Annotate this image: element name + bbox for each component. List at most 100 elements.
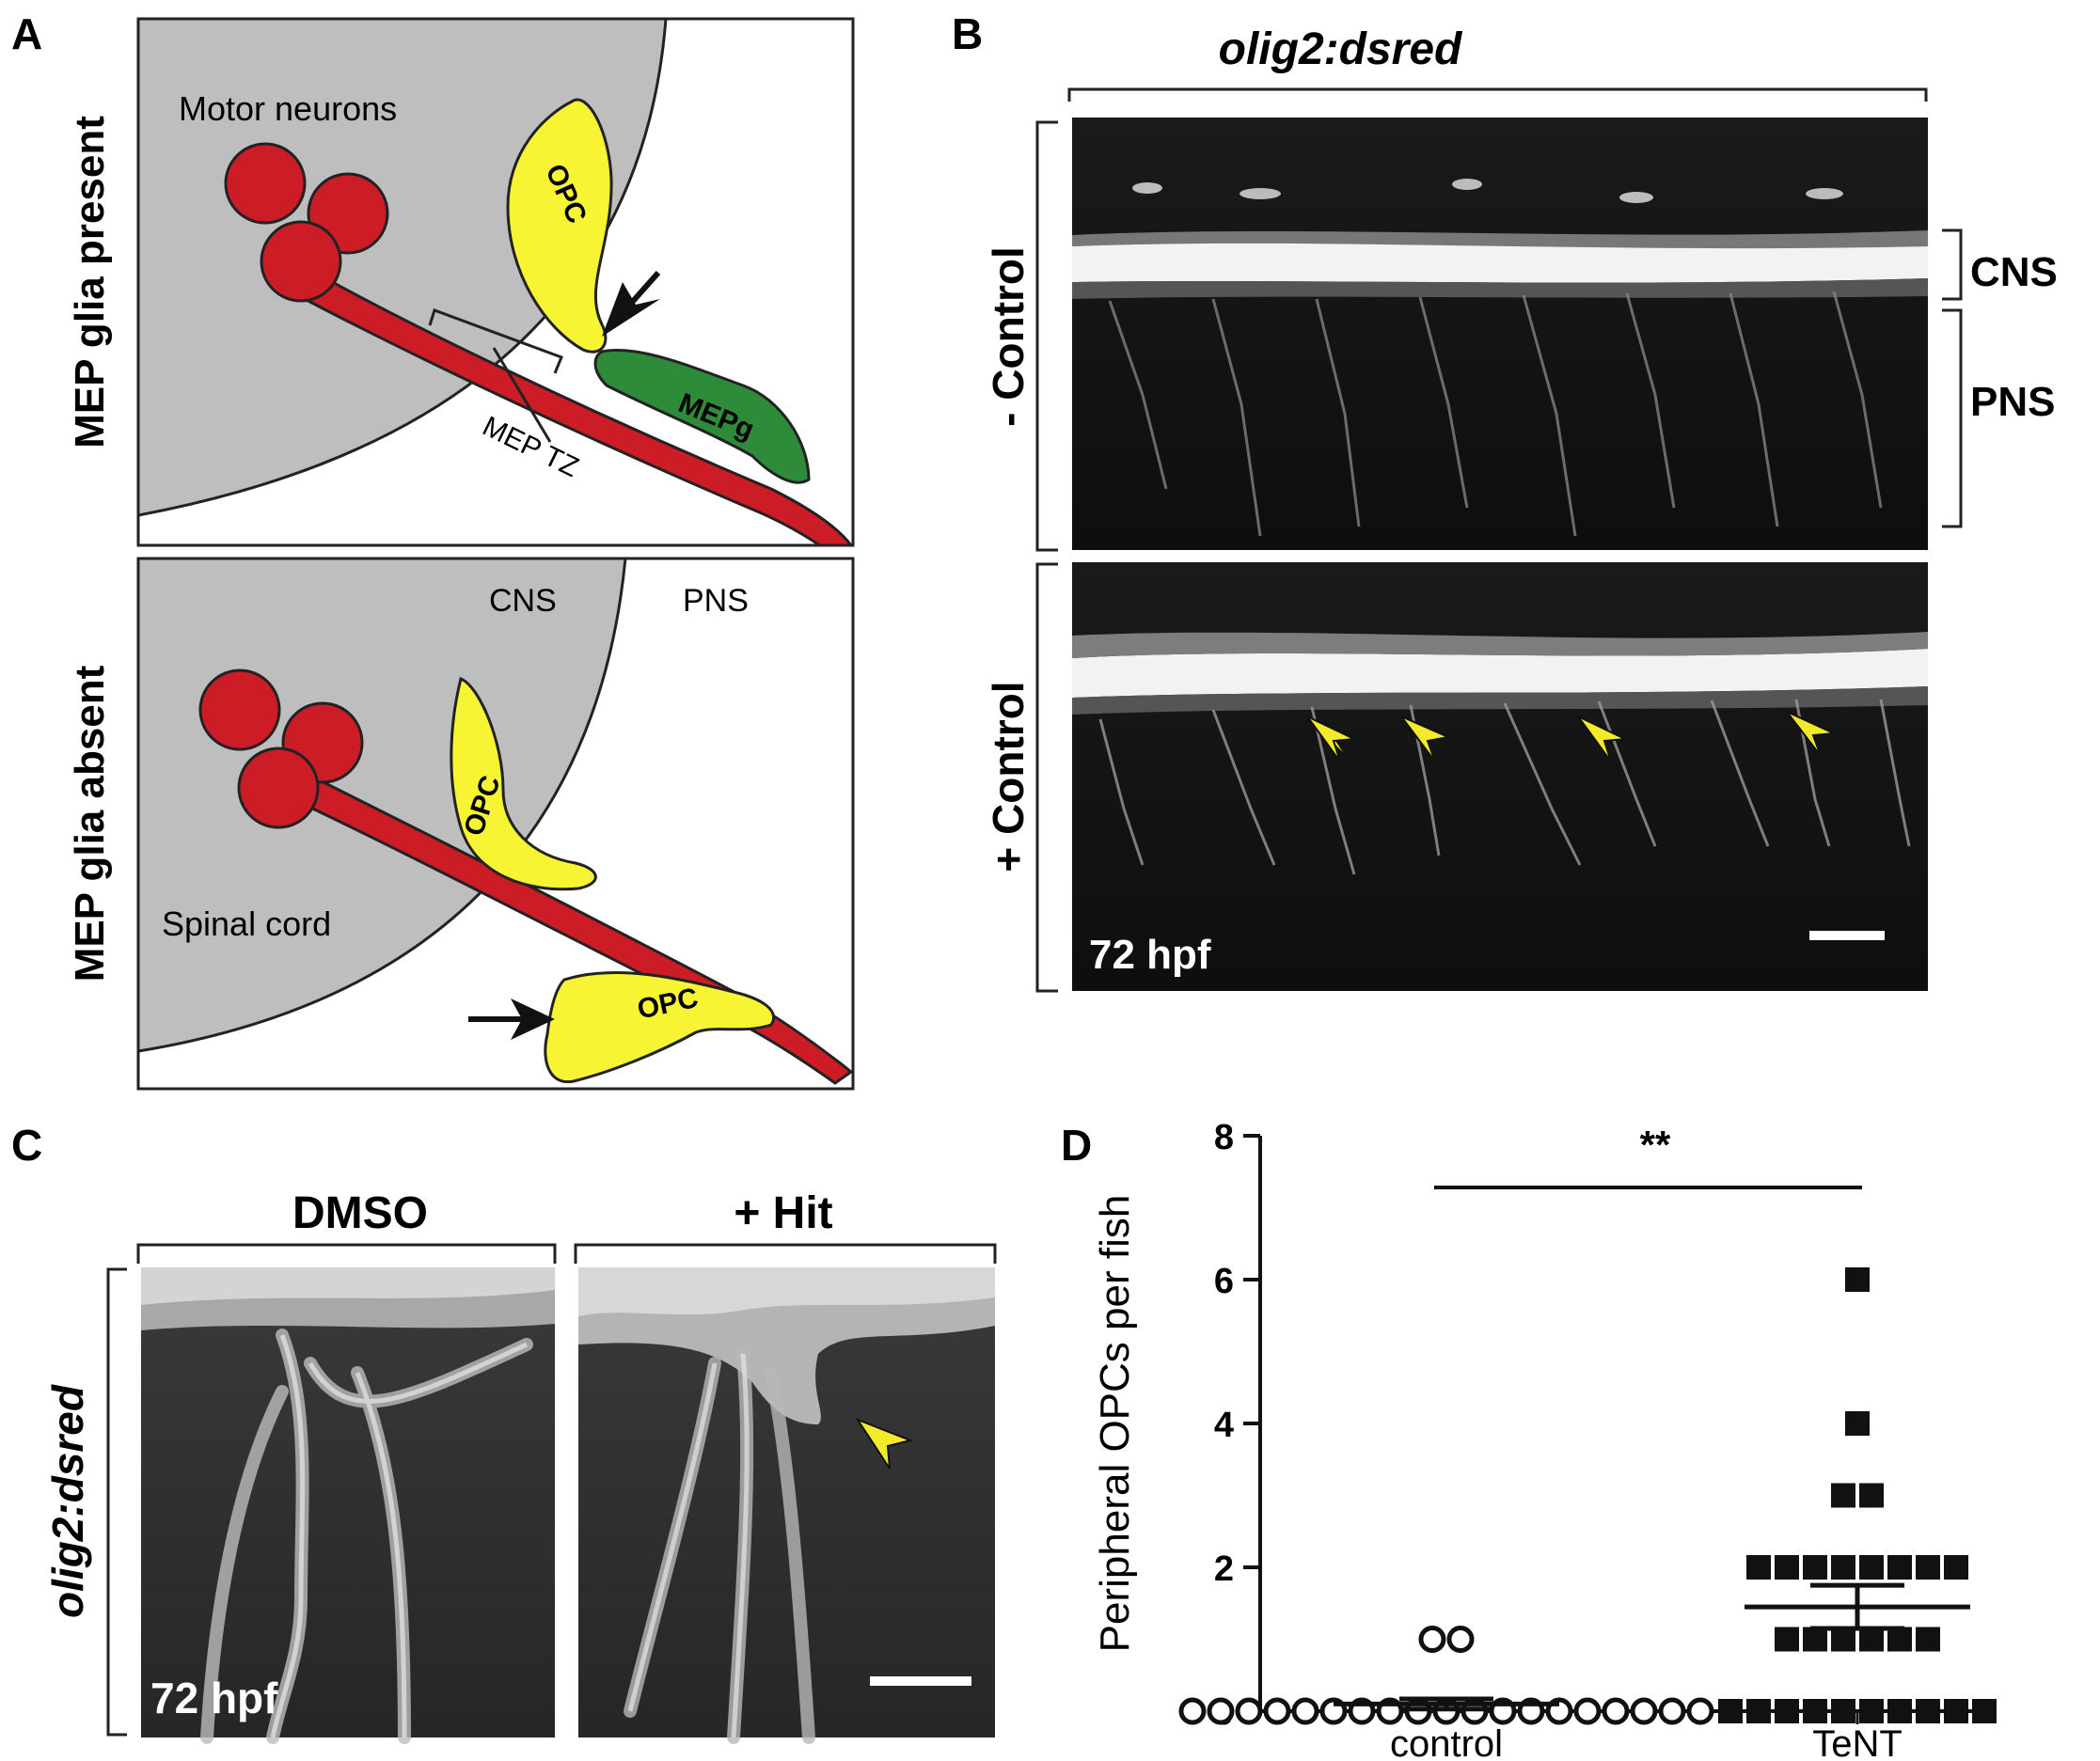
data-point (1686, 1697, 1714, 1725)
side-bracket-c (106, 1267, 127, 1737)
data-point (1207, 1697, 1235, 1725)
pos-control-bracket (1035, 562, 1058, 993)
dmso-label: DMSO (292, 1188, 428, 1238)
data-point (1746, 1555, 1771, 1580)
data-point (1859, 1483, 1884, 1508)
pns-region-label: PNS (1970, 379, 2055, 425)
data-point (1916, 1699, 1940, 1723)
data-point (1887, 1555, 1912, 1580)
data-point (1602, 1697, 1630, 1725)
data-point (1658, 1697, 1686, 1725)
x-category-label: control (1390, 1723, 1503, 1761)
pos-control-label: + Control (984, 681, 1033, 872)
neuron-soma (224, 142, 307, 225)
data-point (1178, 1697, 1207, 1725)
panel-b-title: olig2:dsred (1219, 24, 1463, 74)
x-category-label: TeNT (1812, 1723, 1903, 1761)
arrowhead-icon (1577, 715, 1629, 763)
data-point (1944, 1555, 1968, 1580)
y-tick-label: 4 (1214, 1406, 1234, 1445)
pns-label: PNS (683, 583, 749, 619)
panel-d-letter: D (1061, 1121, 1092, 1170)
opc-shape-middle (450, 676, 597, 891)
data-point (1831, 1555, 1855, 1580)
data-point (1630, 1697, 1658, 1725)
panel-b-letter: B (952, 9, 983, 58)
data-point (1263, 1697, 1291, 1725)
data-point (1845, 1411, 1870, 1436)
opc-shape-top (506, 98, 613, 354)
micrograph-dmso: 72 hpf (141, 1267, 555, 1744)
motor-axon (271, 251, 853, 545)
hit-label: + Hit (734, 1188, 832, 1238)
data-point (1944, 1699, 1968, 1723)
diagram-mep-absent: CNS PNS Spinal cord OPC OPC (136, 557, 855, 1091)
scale-bar (870, 1676, 971, 1686)
mep-tz-bracket (428, 308, 563, 443)
spinal-cord-label: Spinal cord (162, 904, 331, 943)
cns-label: CNS (489, 583, 557, 619)
data-point (1235, 1697, 1263, 1725)
data-point (1859, 1555, 1884, 1580)
data-point (1972, 1699, 1997, 1723)
side-label-c: olig2:dsred (43, 1384, 92, 1618)
significance-label: ** (1640, 1123, 1671, 1167)
micrograph-negative-control (1072, 118, 1928, 550)
arrow-icon (468, 998, 555, 1040)
panel-a-bottom-side-label: MEP glia absent (67, 665, 113, 982)
micrograph-hit (578, 1267, 995, 1744)
panel-c-letter: C (11, 1121, 42, 1170)
neuron-soma (198, 668, 281, 751)
data-point (1887, 1699, 1912, 1723)
data-point (1916, 1627, 1940, 1652)
timepoint-label-b: 72 hpf (1089, 932, 1211, 978)
data-point (1803, 1699, 1827, 1723)
panel-c: C DMSO + Hit olig2:dsred 72 hpf (11, 1121, 997, 1744)
data-point (1291, 1697, 1319, 1725)
neg-control-label: - Control (984, 246, 1033, 427)
data-point (1859, 1699, 1884, 1723)
neg-control-bracket (1035, 120, 1058, 552)
cns-bracket (1942, 228, 1963, 301)
data-point (1831, 1627, 1855, 1652)
arrowhead-icon (1786, 711, 1838, 757)
arrowhead-icon (1397, 714, 1452, 763)
data-point (1746, 1699, 1771, 1723)
arrowhead-icon (1306, 715, 1358, 763)
data-point (1803, 1555, 1827, 1580)
data-point (1845, 1267, 1870, 1292)
scale-bar (1809, 931, 1885, 940)
data-point (1859, 1627, 1884, 1652)
data-point (1573, 1697, 1602, 1725)
neuron-soma (260, 220, 342, 303)
panel-b-top-bracket (1067, 87, 1928, 102)
data-point (1831, 1699, 1855, 1723)
hit-bracket (574, 1243, 997, 1264)
data-point (1916, 1555, 1940, 1580)
panel-b: B olig2:dsred (952, 9, 2058, 993)
panel-a-letter: A (11, 9, 42, 58)
data-point (1831, 1483, 1855, 1508)
data-point (1418, 1626, 1446, 1653)
data-point (1887, 1627, 1912, 1652)
neuron-soma (237, 747, 320, 829)
panel-d: D Peripheral OPCs per fish 02468controlT… (1061, 1118, 1997, 1761)
mep-glia-shape (593, 349, 811, 484)
y-tick-label: 2 (1214, 1549, 1234, 1589)
data-point (1718, 1699, 1743, 1723)
dmso-bracket (136, 1243, 557, 1264)
data-point (1775, 1627, 1799, 1652)
arrowhead-icon (855, 1417, 914, 1470)
timepoint-label-c: 72 hpf (150, 1674, 278, 1722)
data-point (1446, 1626, 1475, 1653)
opc-shape-bottom (544, 971, 775, 1084)
y-tick-label: 6 (1214, 1262, 1234, 1301)
arrow-icon (602, 271, 661, 337)
chart-marks: 02468controlTeNT** (1178, 1118, 1997, 1761)
data-point (1775, 1699, 1799, 1723)
micrograph-positive-control (1072, 562, 1928, 991)
data-point (1803, 1627, 1827, 1652)
panel-a-top-side-label: MEP glia present (67, 116, 113, 448)
data-point (1775, 1555, 1799, 1580)
